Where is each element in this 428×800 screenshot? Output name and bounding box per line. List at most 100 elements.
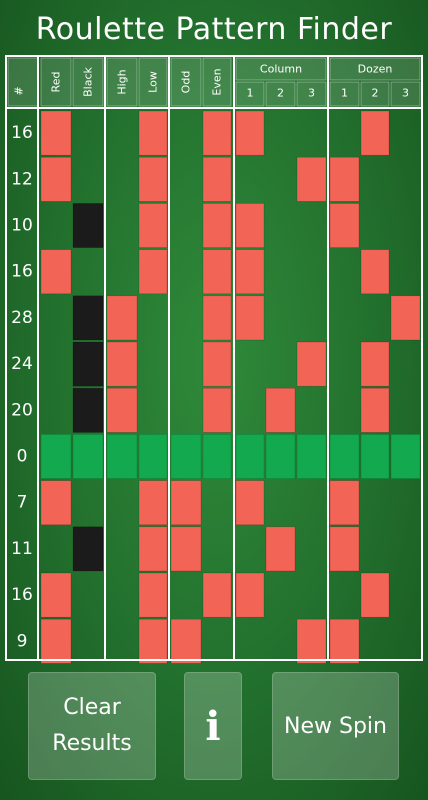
zero-cell-black	[72, 434, 104, 479]
header-red: Red	[50, 72, 63, 93]
result-cell-odd	[170, 618, 202, 664]
spin-number: 10	[11, 216, 33, 236]
result-cell-black	[72, 295, 104, 341]
header-cell-number	[7, 57, 39, 107]
result-cell-low	[138, 110, 168, 156]
spin-number: 28	[11, 308, 33, 328]
result-cell-c2	[265, 526, 296, 572]
result-cell-even	[202, 387, 232, 433]
result-cell-high	[106, 295, 138, 341]
result-cell-high	[106, 341, 138, 387]
result-cell-red	[40, 156, 72, 202]
result-cell-red	[40, 249, 72, 295]
result-cell-d2	[360, 387, 390, 433]
info-button[interactable]: i	[184, 672, 242, 780]
result-cell-c1	[235, 110, 265, 156]
header-number: #	[13, 86, 26, 95]
header-cell-c3	[296, 81, 327, 107]
header-cell-high	[106, 57, 138, 107]
header-cell-dozen	[329, 57, 421, 81]
header-dozen: Dozen	[358, 63, 393, 76]
result-cell-d1	[329, 618, 360, 664]
header-cell-odd	[170, 57, 202, 107]
result-cell-red	[40, 480, 72, 526]
spin-number: 20	[11, 400, 33, 420]
result-cell-c3	[296, 618, 327, 664]
result-cell-d1	[329, 526, 360, 572]
result-cell-d1	[329, 156, 360, 202]
spin-number: 0	[17, 447, 28, 467]
result-cell-d2	[360, 249, 390, 295]
result-cell-red	[40, 110, 72, 156]
header-column-2: 2	[277, 87, 284, 100]
header-column: Column	[260, 63, 302, 76]
zero-cell-red	[40, 434, 72, 479]
header-column-3: 3	[308, 87, 315, 100]
zero-cell-d1	[329, 434, 360, 479]
result-cell-even	[202, 156, 232, 202]
zero-cell-c2	[265, 434, 296, 479]
header-low: Low	[147, 71, 160, 93]
spin-number: 7	[17, 493, 28, 513]
result-cell-low	[138, 249, 168, 295]
header-black: Black	[82, 66, 95, 96]
result-cell-d2	[360, 341, 390, 387]
result-cell-c3	[296, 156, 327, 202]
clear-results-label: Clear Results	[52, 695, 132, 756]
result-cell-even	[202, 295, 232, 341]
result-cell-c1	[235, 203, 265, 248]
spin-number: 12	[11, 169, 33, 189]
header-dozen-3: 3	[402, 87, 409, 100]
spin-number: 16	[11, 262, 33, 282]
result-cell-c1	[235, 480, 265, 526]
header-cell-column	[235, 57, 327, 81]
header-cell-d1	[329, 81, 360, 107]
result-cell-odd	[170, 480, 202, 526]
result-cell-d2	[360, 572, 390, 618]
spin-number: 16	[11, 123, 33, 143]
spin-number: 24	[11, 354, 33, 374]
result-cell-even	[202, 110, 232, 156]
zero-cell-d3	[390, 434, 421, 479]
result-cell-high	[106, 387, 138, 433]
result-cell-c1	[235, 295, 265, 341]
zero-cell-c3	[296, 434, 327, 479]
header-cell-c2	[265, 81, 296, 107]
result-cell-c2	[265, 387, 296, 433]
zero-cell-high	[106, 434, 138, 479]
zero-cell-d2	[360, 434, 390, 479]
new-spin-label: New Spin	[284, 713, 387, 739]
result-cell-black	[72, 387, 104, 433]
result-cell-even	[202, 572, 232, 618]
result-cell-d1	[329, 480, 360, 526]
header-column-1: 1	[247, 87, 254, 100]
header-odd: Odd	[180, 71, 193, 94]
result-cell-c1	[235, 572, 265, 618]
new-spin-button[interactable]: New Spin	[272, 672, 399, 780]
result-cell-d2	[360, 110, 390, 156]
header-cell-even	[202, 57, 232, 107]
header-cell-d3	[390, 81, 421, 107]
result-cell-low	[138, 203, 168, 248]
result-cell-even	[202, 341, 232, 387]
zero-cell-even	[202, 434, 232, 479]
result-cell-black	[72, 526, 104, 572]
header-cell-d2	[360, 81, 390, 107]
result-cell-black	[72, 341, 104, 387]
zero-cell-low	[138, 434, 168, 479]
clear-results-button[interactable]: Clear Results	[28, 672, 156, 780]
result-cell-c1	[235, 249, 265, 295]
zero-cell-c1	[235, 434, 265, 479]
header-cell-low	[138, 57, 168, 107]
header-high: High	[116, 69, 129, 94]
result-cell-low	[138, 618, 168, 664]
spin-number: 9	[17, 631, 28, 651]
page-title: Roulette Pattern Finder	[35, 12, 393, 47]
result-cell-black	[72, 203, 104, 248]
header-even: Even	[211, 68, 224, 95]
result-cell-red	[40, 618, 72, 664]
info-icon: i	[205, 702, 221, 750]
result-cell-low	[138, 156, 168, 202]
result-cell-d3	[390, 295, 421, 341]
